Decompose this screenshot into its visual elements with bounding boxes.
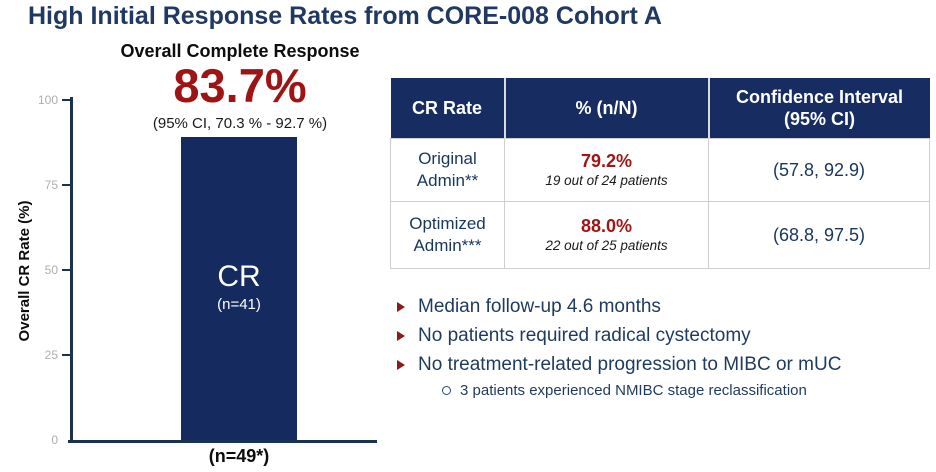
row1-ci: (57.8, 92.9) bbox=[708, 138, 930, 202]
list-item: Median follow-up 4.6 months bbox=[390, 296, 935, 319]
row1-pct: 79.2% bbox=[580, 151, 633, 172]
row2-group: Optimized Admin*** bbox=[390, 201, 505, 269]
row2-pct-cell: 88.0% 22 out of 25 patients bbox=[504, 201, 709, 269]
y-tick-label-100: 100 bbox=[37, 93, 58, 107]
header-confidence-interval: Confidence Interval (95% CI) bbox=[707, 78, 930, 139]
circle-bullet-icon bbox=[442, 386, 451, 396]
cr-bar: CR (n=41) bbox=[181, 137, 297, 440]
y-tick-25 bbox=[62, 354, 70, 356]
triangle-bullet-icon bbox=[397, 330, 405, 341]
bar-sublabel: (n=41) bbox=[217, 296, 261, 313]
table-row: Optimized Admin*** 88.0% 22 out of 25 pa… bbox=[390, 201, 930, 269]
chart-headline-value: 83.7% bbox=[173, 59, 307, 112]
bullet-text: No treatment-related progression to MIBC… bbox=[418, 353, 842, 375]
chart-title: Overall Complete Response bbox=[120, 41, 360, 61]
header-cr-rate: CR Rate bbox=[390, 78, 505, 139]
table-row: Original Admin** 79.2% 19 out of 24 pati… bbox=[390, 138, 930, 202]
bullet-text: Median follow-up 4.6 months bbox=[418, 296, 661, 317]
bullet-text: No patients required radical cystectomy bbox=[418, 324, 751, 346]
header-pct-nn: % (n/N) bbox=[503, 78, 709, 139]
y-tick-75 bbox=[62, 184, 70, 186]
x-axis-note: (n=49*) bbox=[208, 446, 270, 466]
row2-pct: 88.0% bbox=[580, 216, 633, 237]
row1-pct-cell: 79.2% 19 out of 24 patients bbox=[504, 138, 709, 202]
sub-bullet-text: 3 patients experienced NMIBC stage recla… bbox=[460, 382, 807, 400]
sub-list-item: 3 patients experienced NMIBC stage recla… bbox=[442, 382, 935, 400]
x-axis-line bbox=[68, 440, 377, 443]
y-tick-label-50: 50 bbox=[44, 263, 58, 277]
list-item: No treatment-related progression to MIBC… bbox=[390, 354, 935, 377]
triangle-bullet-icon bbox=[397, 359, 405, 370]
row2-ci: (68.8, 97.5) bbox=[708, 201, 930, 269]
list-item: No patients required radical cystectomy bbox=[390, 325, 935, 348]
bar-label: CR bbox=[217, 260, 261, 293]
row1-group: Original Admin** bbox=[390, 138, 505, 202]
row1-detail: 19 out of 24 patients bbox=[545, 172, 668, 188]
page-title: High Initial Response Rates from CORE-00… bbox=[28, 2, 662, 30]
chart-headline-ci: (95% CI, 70.3 % - 92.7 %) bbox=[152, 115, 328, 132]
bullet-list: Median follow-up 4.6 months No patients … bbox=[390, 296, 935, 400]
y-tick-label-25: 25 bbox=[44, 348, 58, 362]
table-header-row: CR Rate % (n/N) Confidence Interval (95%… bbox=[390, 78, 930, 139]
y-tick-label-0: 0 bbox=[51, 433, 58, 447]
y-axis-line bbox=[70, 97, 73, 442]
y-tick-50 bbox=[62, 269, 70, 271]
y-tick-100 bbox=[62, 99, 70, 101]
triangle-bullet-icon bbox=[397, 302, 405, 312]
row2-detail: 22 out of 25 patients bbox=[545, 237, 668, 253]
results-table: CR Rate % (n/N) Confidence Interval (95%… bbox=[390, 78, 930, 269]
y-tick-label-75: 75 bbox=[44, 178, 58, 192]
